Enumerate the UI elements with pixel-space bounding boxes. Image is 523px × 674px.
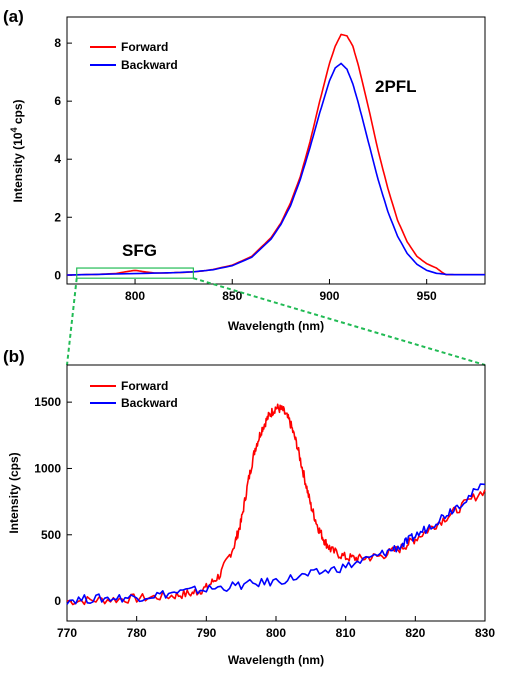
panel-a-legend: Forward Backward bbox=[90, 40, 178, 72]
panel-a-y-tick-label: 6 bbox=[54, 94, 61, 108]
panel-b-ticks: 770 780 790 800 810 820 830 0 500 1000 1500 bbox=[34, 395, 495, 640]
panel-a-y-tick-label: 4 bbox=[54, 152, 61, 166]
annotation-sfg: SFG bbox=[122, 241, 157, 260]
panel-b: (b) 770 780 790 800 810 820 830 0 500 1000 1500 Fo… bbox=[3, 347, 495, 667]
panel-b-x-axis-label: Wavelength (nm) bbox=[228, 653, 324, 667]
panel-b-series-backward-line bbox=[66, 483, 486, 605]
panel-b-x-tick-label: 800 bbox=[266, 626, 286, 640]
panel-a-frame bbox=[66, 16, 486, 285]
legend-a-forward-label: Forward bbox=[121, 40, 168, 54]
panel-b-y-tick-label: 1500 bbox=[34, 395, 61, 409]
sfg-zoom-box bbox=[76, 267, 194, 279]
panel-a-x-tick-label: 800 bbox=[125, 289, 145, 303]
panel-a-x-axis-label: Wavelength (nm) bbox=[228, 319, 324, 333]
zoom-connector-left bbox=[66, 278, 78, 366]
panel-a-series-backward-line bbox=[66, 62, 485, 276]
legend-a-backward-label: Backward bbox=[121, 58, 178, 72]
panel-a-y-tick-label: 2 bbox=[54, 210, 61, 224]
panel-b-y-axis-label: Intensity (cps) bbox=[7, 452, 21, 533]
panel-a: (a) 800 850 900 950 0 2 4 6 8 2PFL SFG Forward B… bbox=[3, 7, 486, 333]
legend-b-forward-label: Forward bbox=[121, 379, 168, 393]
panel-b-series-forward-line bbox=[66, 403, 486, 606]
panel-a-y-tick-label: 0 bbox=[54, 268, 61, 282]
panel-a-series bbox=[66, 33, 485, 276]
panel-a-x-tick-label: 850 bbox=[222, 289, 242, 303]
panel-a-label: (a) bbox=[3, 7, 24, 26]
zoom-connector-right bbox=[193, 277, 486, 366]
panel-b-series bbox=[66, 403, 486, 606]
annotation-2pfl: 2PFL bbox=[375, 77, 417, 96]
legend-b-backward-label: Backward bbox=[121, 396, 178, 410]
panel-a-x-tick-label: 900 bbox=[319, 289, 339, 303]
panel-a-y-axis-label: Intensity (104 cps) bbox=[9, 99, 25, 202]
panel-b-x-tick-label: 790 bbox=[196, 626, 216, 640]
panel-b-y-tick-label: 500 bbox=[41, 528, 61, 542]
panel-b-legend: Forward Backward bbox=[90, 379, 178, 410]
panel-b-x-tick-label: 770 bbox=[57, 626, 77, 640]
panel-b-x-tick-label: 810 bbox=[336, 626, 356, 640]
panel-a-y-tick-label: 8 bbox=[54, 36, 61, 50]
panel-b-x-tick-label: 820 bbox=[405, 626, 425, 640]
panel-b-x-tick-label: 830 bbox=[475, 626, 495, 640]
panel-b-x-tick-label: 780 bbox=[127, 626, 147, 640]
panel-b-y-tick-label: 1000 bbox=[34, 461, 61, 475]
panel-a-x-tick-label: 950 bbox=[417, 289, 437, 303]
panel-b-label: (b) bbox=[3, 347, 25, 366]
panel-b-y-tick-label: 0 bbox=[54, 594, 61, 608]
